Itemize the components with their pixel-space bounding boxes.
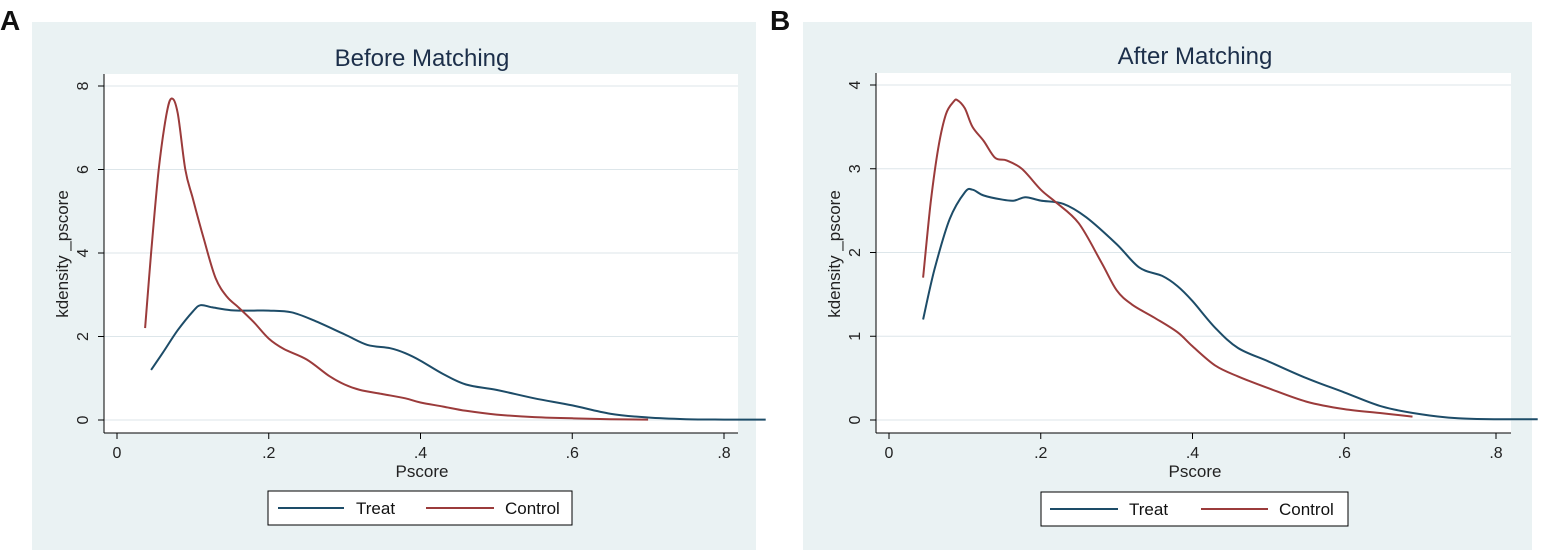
chart-title: After Matching — [1118, 43, 1273, 70]
x-tick-label: .2 — [1034, 445, 1047, 462]
legend: Treat Control — [267, 490, 573, 526]
axis-ticks: 0 1 2 3 4 0 .2 .4 .6 .8 — [847, 80, 1503, 462]
series-line-control — [922, 98, 1413, 418]
legend-label-treat: Treat — [1129, 500, 1168, 519]
x-axis-label: Pscore — [396, 462, 449, 481]
y-tick-label: 6 — [75, 165, 92, 174]
y-tick-label: 2 — [847, 248, 864, 257]
legend-label-treat: Treat — [356, 499, 395, 518]
legend-box — [267, 490, 573, 526]
chart-after-matching: After Matching 0 1 2 3 4 0 .2 .4 .6 .8 Pscore kde… — [803, 22, 1538, 550]
x-tick-label: .8 — [1489, 445, 1502, 462]
x-axis-label: Pscore — [1169, 462, 1222, 481]
chart-title: Before Matching — [335, 45, 510, 72]
x-tick-label: .4 — [1186, 445, 1199, 462]
y-tick-label: 0 — [75, 415, 92, 424]
y-tick-label: 4 — [75, 248, 92, 257]
legend-label-control: Control — [1279, 500, 1334, 519]
legend: Treat Control — [1040, 491, 1349, 527]
axis-ticks: 0 2 4 6 8 0 .2 .4 .6 .8 — [75, 81, 731, 462]
x-tick-label: .6 — [566, 445, 579, 462]
chart-before-matching: Before Matching 0 2 4 6 8 0 .2 .4 .6 .8 Pscore kd… — [32, 22, 766, 550]
grid-lines — [876, 84, 1511, 421]
x-tick-label: .2 — [262, 445, 275, 462]
grid-lines — [104, 85, 738, 421]
panel-label-a: A — [0, 5, 20, 36]
legend-label-control: Control — [505, 499, 560, 518]
y-axis-label: kdensity _pscore — [53, 190, 72, 318]
y-tick-label: 2 — [75, 332, 92, 341]
series-lines — [144, 97, 766, 421]
x-tick-label: .4 — [414, 445, 427, 462]
series-line-treat — [922, 187, 1538, 421]
x-tick-label: .6 — [1338, 445, 1351, 462]
y-tick-label: 3 — [847, 164, 864, 173]
x-tick-label: 0 — [113, 445, 122, 462]
panel-label-b: B — [770, 5, 790, 36]
series-lines — [922, 98, 1538, 421]
y-tick-label: 1 — [847, 332, 864, 341]
y-tick-label: 8 — [75, 81, 92, 90]
y-axis-label: kdensity _pscore — [825, 190, 844, 318]
x-tick-label: 0 — [885, 445, 894, 462]
y-tick-label: 0 — [847, 415, 864, 424]
series-line-control — [144, 97, 649, 421]
y-tick-label: 4 — [847, 80, 864, 89]
x-tick-label: .8 — [717, 445, 730, 462]
series-line-treat — [150, 304, 766, 421]
